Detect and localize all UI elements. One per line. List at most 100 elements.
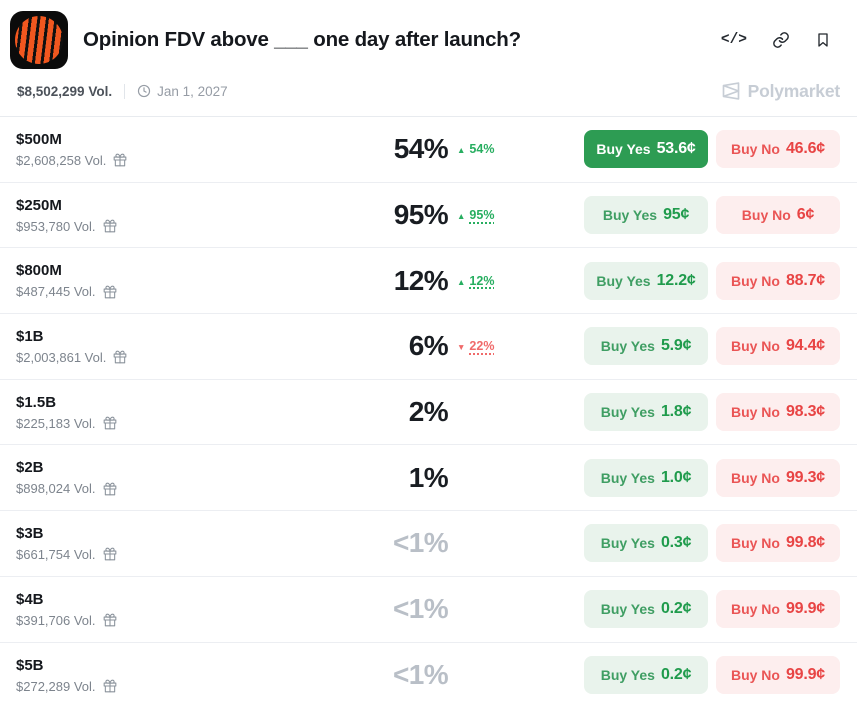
buy-no-label: Buy No: [730, 469, 780, 486]
buy-no-button[interactable]: Buy No 99.9¢: [716, 590, 840, 629]
trade-buttons: Buy Yes 0.2¢ Buy No 99.9¢: [584, 656, 857, 695]
chance-value: 2%: [408, 396, 449, 428]
outcome-name: $5B: [16, 656, 44, 674]
trade-buttons: Buy Yes 53.6¢ Buy No 46.6¢: [584, 130, 857, 169]
outcome-name: $800M: [16, 262, 62, 280]
outcome-row: $500M $2,608,258 Vol. 54% ▲ 54%: [0, 117, 857, 183]
chance-change-badge: ▲ 12%: [457, 274, 494, 288]
outcome-volume: $2,608,258 Vol.: [16, 153, 352, 168]
buy-yes-label: Buy Yes: [602, 207, 658, 224]
buy-yes-label: Buy Yes: [596, 272, 651, 289]
outcome-volume: $953,780 Vol.: [16, 219, 352, 234]
buy-no-price: 99.9¢: [785, 600, 826, 618]
market-header: Opinion FDV above ___ one day after laun…: [0, 0, 857, 70]
buy-no-price: 6¢: [796, 206, 815, 224]
clock-icon: [137, 84, 151, 98]
buy-no-button[interactable]: Buy No 99.9¢: [716, 656, 840, 695]
page-title: Opinion FDV above ___ one day after laun…: [83, 27, 521, 51]
embed-code-icon[interactable]: </>: [720, 31, 747, 48]
copy-link-icon[interactable]: [772, 31, 790, 49]
chance-block: <1%: [352, 659, 449, 691]
buy-yes-button[interactable]: Buy Yes 1.0¢: [584, 458, 708, 497]
change-arrow-icon: ▲: [457, 145, 466, 156]
change-arrow-icon: ▼: [457, 342, 466, 353]
trade-buttons: Buy Yes 95¢ Buy No 6¢: [584, 196, 857, 235]
market-meta: $8,502,299 Vol. Jan 1, 2027 Polymarket: [0, 79, 857, 103]
trade-buttons: Buy Yes 1.0¢ Buy No 99.3¢: [584, 458, 857, 497]
buy-yes-button[interactable]: Buy Yes 12.2¢: [584, 261, 708, 300]
buy-no-button[interactable]: Buy No 99.3¢: [716, 458, 840, 497]
buy-yes-price: 0.2¢: [660, 666, 692, 684]
chance-value: 54%: [393, 133, 449, 165]
trade-buttons: Buy Yes 0.2¢ Buy No 99.9¢: [584, 590, 857, 629]
buy-no-button[interactable]: Buy No 98.3¢: [716, 393, 840, 432]
buy-no-price: 99.3¢: [785, 468, 826, 486]
outcome-row: $250M $953,780 Vol. 95% ▲ 95%: [0, 183, 857, 249]
gift-icon[interactable]: [103, 613, 117, 627]
buy-yes-price: 1.0¢: [660, 468, 692, 486]
change-arrow-icon: ▲: [457, 276, 466, 287]
bookmark-icon[interactable]: [815, 31, 831, 49]
chance-value: <1%: [392, 659, 449, 691]
chance-value: <1%: [392, 527, 449, 559]
gift-icon[interactable]: [103, 219, 117, 233]
outcome-name: $1B: [16, 327, 44, 345]
gift-icon[interactable]: [103, 547, 117, 561]
outcome-info: $2B $898,024 Vol.: [0, 459, 352, 496]
total-volume: $8,502,299 Vol.: [17, 83, 113, 99]
market-logo: [10, 10, 68, 69]
buy-yes-button[interactable]: Buy Yes 1.8¢: [584, 393, 708, 432]
outcome-info: $4B $391,706 Vol.: [0, 591, 352, 628]
gift-icon[interactable]: [103, 416, 117, 430]
chance-change-badge: ▲ 95%: [457, 208, 494, 222]
polymarket-wordmark: Polymarket: [747, 80, 841, 101]
gift-icon[interactable]: [103, 482, 117, 496]
buy-yes-button[interactable]: Buy Yes 0.3¢: [584, 524, 708, 563]
buy-no-price: 99.9¢: [785, 666, 826, 684]
buy-yes-button[interactable]: Buy Yes 0.2¢: [584, 590, 708, 629]
chance-value: 12%: [393, 264, 449, 296]
buy-no-button[interactable]: Buy No 6¢: [716, 196, 840, 235]
gift-icon[interactable]: [113, 153, 127, 167]
change-value: 54%: [469, 142, 495, 157]
buy-yes-price: 53.6¢: [656, 140, 696, 158]
header-actions: </>: [721, 31, 831, 49]
outcome-volume-label: $225,183 Vol.: [16, 415, 96, 431]
buy-yes-label: Buy Yes: [600, 338, 655, 355]
outcome-volume-label: $898,024 Vol.: [16, 481, 96, 497]
end-date: Jan 1, 2027: [137, 84, 228, 99]
buy-yes-button[interactable]: Buy Yes 0.2¢: [584, 656, 708, 695]
buy-no-label: Buy No: [741, 207, 791, 224]
outcome-row: $800M $487,445 Vol. 12% ▲ 12%: [0, 248, 857, 315]
buy-no-button[interactable]: Buy No 46.6¢: [716, 130, 840, 169]
outcome-volume-label: $487,445 Vol.: [16, 284, 96, 300]
chance-value: 95%: [393, 199, 449, 231]
buy-no-button[interactable]: Buy No 94.4¢: [716, 327, 840, 366]
outcome-volume: $391,706 Vol.: [16, 613, 352, 628]
outcome-row: $3B $661,754 Vol. <1%: [0, 511, 857, 577]
buy-no-price: 46.6¢: [785, 140, 826, 158]
gift-icon[interactable]: [113, 350, 127, 364]
trade-buttons: Buy Yes 5.9¢ Buy No 94.4¢: [584, 327, 857, 366]
buy-no-button[interactable]: Buy No 99.8¢: [716, 524, 840, 563]
buy-yes-label: Buy Yes: [600, 601, 655, 618]
chance-change-badge: ▼ 22%: [457, 339, 494, 353]
buy-yes-button[interactable]: Buy Yes 5.9¢: [584, 327, 708, 366]
buy-yes-button[interactable]: Buy Yes 95¢: [584, 196, 708, 235]
outcome-name: $250M: [16, 196, 62, 214]
trade-buttons: Buy Yes 12.2¢ Buy No 88.7¢: [584, 261, 857, 300]
gift-icon[interactable]: [103, 679, 117, 693]
gift-icon[interactable]: [103, 285, 117, 299]
chance-block: 1%: [352, 462, 449, 494]
chance-block: <1%: [352, 527, 449, 559]
buy-yes-button[interactable]: Buy Yes 53.6¢: [584, 130, 708, 169]
outcome-volume-label: $272,289 Vol.: [16, 678, 96, 694]
buy-no-label: Buy No: [730, 141, 780, 158]
buy-no-label: Buy No: [730, 601, 780, 618]
buy-no-label: Buy No: [730, 338, 780, 355]
chance-block: 54% ▲ 54%: [352, 133, 495, 165]
buy-no-button[interactable]: Buy No 88.7¢: [716, 261, 840, 300]
outcome-volume-label: $661,754 Vol.: [16, 546, 96, 562]
outcome-row: $4B $391,706 Vol. <1%: [0, 577, 857, 643]
buy-yes-price: 0.2¢: [660, 600, 692, 618]
